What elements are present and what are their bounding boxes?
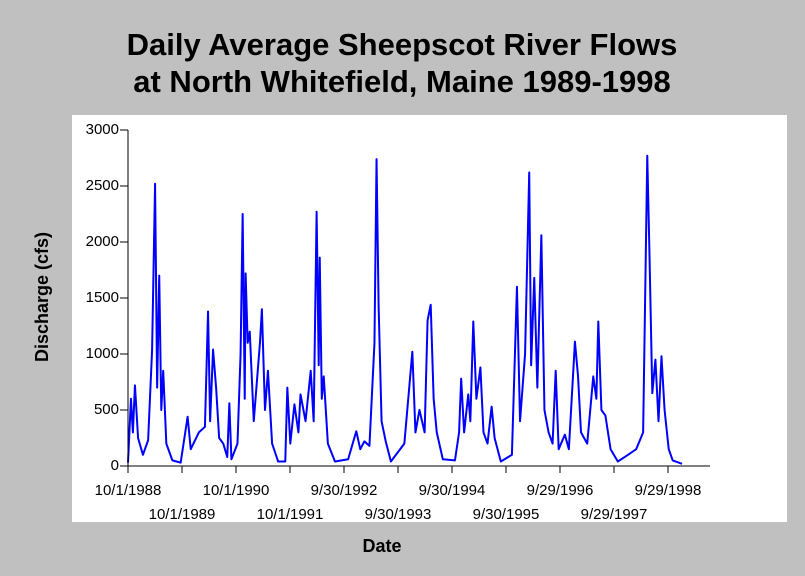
y-tick-label: 2500 <box>86 177 119 194</box>
data-line <box>127 154 683 465</box>
y-tick-label: 0 <box>111 457 119 474</box>
y-tick-label: 1000 <box>86 345 119 362</box>
y-tick-label: 1500 <box>86 289 119 306</box>
x-tick-label: 9/29/1996 <box>527 482 594 499</box>
x-tick-label: 10/1/1989 <box>149 506 216 523</box>
chart-title: Daily Average Sheepscot River Flows <box>127 27 678 62</box>
chart-title: at North Whitefield, Maine 1989-1998 <box>133 64 670 99</box>
x-tick-label: 9/30/1992 <box>311 482 378 499</box>
plot-panel <box>72 115 787 522</box>
y-tick-label: 3000 <box>86 121 119 138</box>
y-axis-label: Discharge (cfs) <box>32 232 52 362</box>
x-tick-label: 10/1/1990 <box>203 482 270 499</box>
y-tick-label: 2000 <box>86 233 119 250</box>
y-tick-label: 500 <box>94 401 119 418</box>
x-axis-label: Date <box>362 536 401 556</box>
x-tick-label: 9/29/1998 <box>635 482 702 499</box>
x-tick-label: 10/1/1988 <box>95 482 162 499</box>
x-tick-label: 9/30/1995 <box>473 506 540 523</box>
x-tick-label: 9/29/1997 <box>581 506 648 523</box>
x-tick-label: 10/1/1991 <box>257 506 324 523</box>
x-tick-label: 9/30/1993 <box>365 506 432 523</box>
x-tick-label: 9/30/1994 <box>419 482 486 499</box>
